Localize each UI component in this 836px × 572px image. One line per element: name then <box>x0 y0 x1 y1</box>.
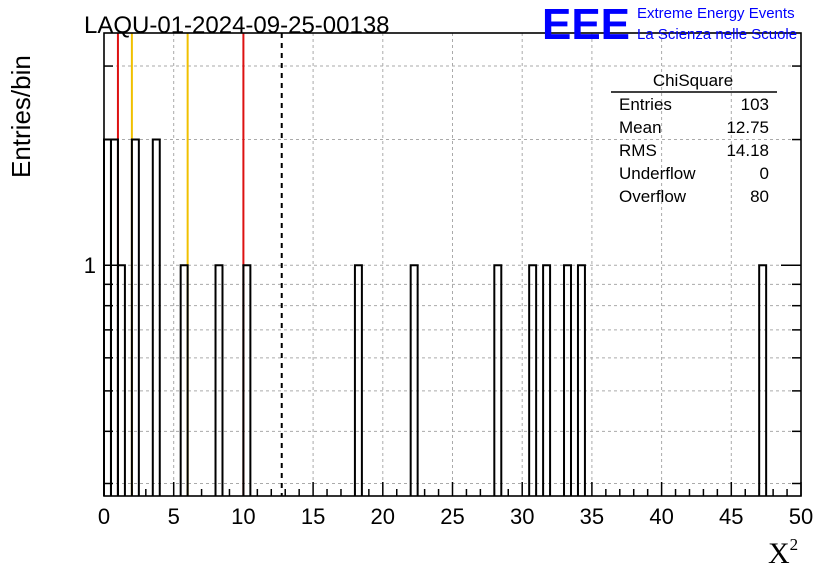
stats-box: ChiSquare Entries 103 Mean 12.75 RMS 14.18 Und… <box>611 71 777 206</box>
x-tick-label: 35 <box>580 504 604 529</box>
stats-value: 80 <box>750 187 769 206</box>
stats-title: ChiSquare <box>653 71 733 90</box>
histogram-bin <box>242 264 252 496</box>
reference-lines <box>116 33 283 496</box>
logo-line-2: La Scienza nelle Scuole <box>637 26 797 43</box>
histogram-bin <box>179 264 189 496</box>
logo-mark: EEE <box>542 0 630 49</box>
x-tick-label: 0 <box>98 504 110 529</box>
histogram-bin <box>214 264 224 496</box>
x-tick-label: 30 <box>510 504 534 529</box>
axis-ticks <box>103 65 802 496</box>
eee-logo: EEE Extreme Energy Events La Scienza nel… <box>542 0 797 49</box>
y-tick-labels: 1 <box>84 253 96 278</box>
x-tick-labels: 0 5 10 15 20 25 30 35 40 45 50 <box>98 504 813 529</box>
plot-frame <box>103 32 802 497</box>
histogram-bin <box>758 264 768 496</box>
histogram-bin <box>109 138 119 496</box>
stats-label: Overflow <box>619 187 687 206</box>
histogram-bin <box>116 264 126 496</box>
x-tick-label: 10 <box>231 504 255 529</box>
x-tick-label: 25 <box>440 504 464 529</box>
histogram-bin <box>563 264 572 496</box>
stats-value: 0 <box>760 164 769 183</box>
stats-value: 103 <box>741 95 769 114</box>
histogram-bin <box>151 138 161 496</box>
y-tick-label: 1 <box>84 253 96 278</box>
stats-label: RMS <box>619 141 657 160</box>
y-axis-label: Entries/bin <box>6 55 36 178</box>
x-tick-label: 15 <box>301 504 325 529</box>
histogram-bin <box>353 264 363 496</box>
x-tick-label: 45 <box>719 504 743 529</box>
x-axis-label: X2 <box>768 535 798 570</box>
logo-line-1: Extreme Energy Events <box>637 5 795 22</box>
stats-rows: Entries 103 Mean 12.75 RMS 14.18 Underflow 0 Ove… <box>619 95 769 206</box>
x-tick-label: 50 <box>789 504 813 529</box>
stats-label: Underflow <box>619 164 696 183</box>
stats-label: Entries <box>619 95 672 114</box>
histogram-bin <box>528 264 538 496</box>
histogram-bin <box>493 264 503 496</box>
x-tick-label: 40 <box>649 504 673 529</box>
histogram-bin <box>409 264 419 496</box>
histogram-bin <box>130 138 140 496</box>
stats-label: Mean <box>619 118 662 137</box>
x-tick-label: 20 <box>371 504 395 529</box>
histogram-bin <box>103 138 112 496</box>
stats-value: 14.18 <box>726 141 769 160</box>
x-tick-label: 5 <box>168 504 180 529</box>
grid-lines <box>104 33 801 496</box>
stats-value: 12.75 <box>726 118 769 137</box>
histogram-bin <box>542 264 552 496</box>
chart-title: LAQU-01-2024-09-25-00138 <box>84 12 390 39</box>
histogram-bin <box>576 264 586 496</box>
